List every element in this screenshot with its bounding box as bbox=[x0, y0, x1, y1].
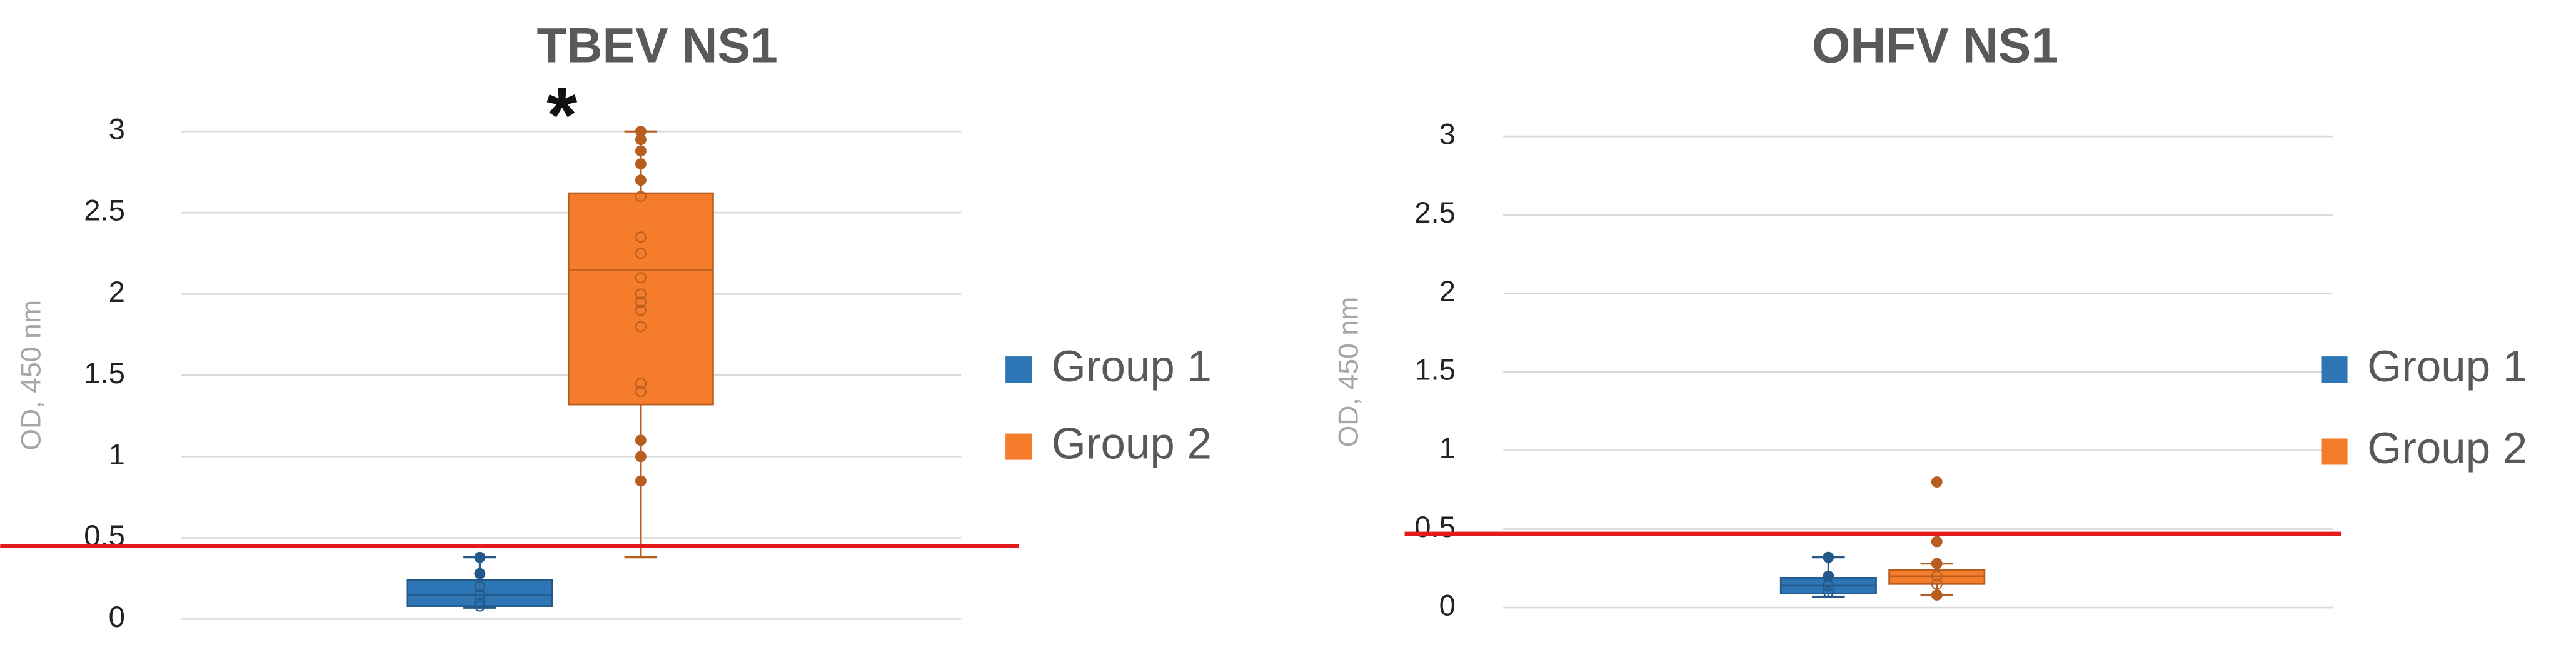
data-point bbox=[1823, 579, 1834, 591]
data-point bbox=[635, 191, 647, 203]
y-tick-label: 3 bbox=[109, 113, 125, 146]
data-point bbox=[474, 581, 486, 593]
legend-swatch bbox=[2321, 438, 2348, 465]
data-point bbox=[635, 475, 647, 487]
data-point bbox=[635, 134, 647, 146]
y-tick-label: 1.5 bbox=[1414, 354, 1456, 387]
y-tick-label: 1.5 bbox=[84, 357, 125, 390]
y-tick-label: 2 bbox=[109, 276, 125, 309]
legend-label: Group 2 bbox=[1052, 419, 1212, 468]
data-point bbox=[635, 386, 647, 398]
y-tick-label: 0 bbox=[1439, 589, 1456, 623]
data-point bbox=[474, 589, 486, 601]
data-point bbox=[1823, 586, 1834, 598]
data-point bbox=[1931, 476, 1943, 488]
y-tick-label: 3 bbox=[1439, 118, 1456, 151]
legend-label: Group 1 bbox=[2367, 342, 2527, 391]
legend-label: Group 1 bbox=[1052, 342, 1212, 391]
y-axis-label: OD, 450 nm bbox=[16, 300, 47, 451]
data-point bbox=[1931, 589, 1943, 601]
data-point bbox=[474, 551, 486, 563]
data-point bbox=[635, 451, 647, 463]
data-point bbox=[635, 378, 647, 389]
data-point bbox=[635, 434, 647, 446]
data-point bbox=[474, 600, 486, 612]
chart: OHFV NS1 OD, 450 nm 0 0.5 1 1.5 2 2.5 3 Group 1 Gr… bbox=[1334, 18, 2528, 623]
box bbox=[406, 579, 553, 607]
annotation: * bbox=[546, 71, 577, 159]
data-point bbox=[474, 568, 486, 579]
y-tick-label: 0.5 bbox=[1414, 511, 1456, 544]
data-point bbox=[635, 321, 647, 333]
data-point bbox=[1931, 570, 1943, 582]
data-point bbox=[635, 145, 647, 157]
data-point bbox=[635, 272, 647, 284]
y-tick-label: 2 bbox=[1439, 275, 1456, 308]
chart-title: TBEV NS1 bbox=[536, 18, 777, 73]
y-tick-label: 0 bbox=[109, 601, 125, 634]
data-point bbox=[635, 158, 647, 170]
data-point bbox=[635, 288, 647, 300]
data-point bbox=[635, 174, 647, 186]
data-point bbox=[635, 231, 647, 243]
y-tick-label: 1 bbox=[109, 438, 125, 471]
legend-swatch bbox=[1005, 433, 1032, 460]
data-point bbox=[1823, 551, 1834, 563]
data-point bbox=[1931, 558, 1943, 569]
y-tick-label: 1 bbox=[1439, 432, 1456, 465]
data-point bbox=[635, 296, 647, 308]
data-point bbox=[1823, 570, 1834, 582]
data-point bbox=[474, 597, 486, 609]
data-point bbox=[1931, 536, 1943, 548]
y-tick-label: 2.5 bbox=[1414, 196, 1456, 229]
legend-swatch bbox=[1005, 356, 1032, 383]
legend-label: Group 2 bbox=[2367, 424, 2527, 473]
y-axis-label: OD, 450 nm bbox=[1334, 297, 1364, 448]
data-point bbox=[635, 304, 647, 316]
data-point bbox=[635, 248, 647, 259]
chart-title: OHFV NS1 bbox=[1812, 18, 2058, 73]
data-point bbox=[1931, 578, 1943, 590]
y-tick-label: 2.5 bbox=[84, 194, 125, 228]
legend-swatch bbox=[2321, 356, 2348, 383]
